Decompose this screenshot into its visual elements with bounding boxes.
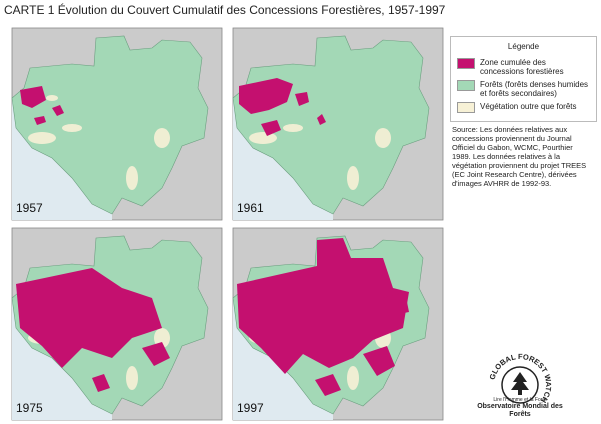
non-forest (249, 132, 277, 144)
concession-zone (363, 346, 395, 376)
panel-year: 1975 (16, 401, 43, 415)
concession-zone (315, 374, 341, 396)
concession-zone (237, 238, 409, 374)
concession-zone (239, 78, 293, 114)
sea (12, 28, 112, 220)
panel-year: 1957 (16, 201, 43, 215)
logo-tagline: Lire l'Homme et la Forêt (493, 397, 547, 403)
non-forest (347, 166, 359, 190)
sea (12, 228, 112, 420)
concession-zone (34, 116, 46, 125)
non-forest (154, 328, 170, 348)
non-forest (154, 128, 170, 148)
concession-zone (383, 292, 409, 316)
non-forest (62, 124, 82, 132)
concession-zone (317, 114, 326, 125)
panel-year: 1961 (237, 201, 264, 215)
logo-name: Observatoire Mondial des Forêts (477, 403, 563, 419)
map-panel: 1957 (11, 27, 223, 221)
non-forest (347, 366, 359, 390)
gabon-forest (11, 35, 209, 215)
legend-label: Zone cumulée des concessions forestières (480, 57, 564, 77)
source: Source: Les données relatives aux conces… (452, 125, 587, 188)
panel-year: 1997 (237, 401, 264, 415)
non-forest (283, 124, 303, 132)
concession-zone (295, 92, 309, 106)
map-panel: 1961 (232, 27, 444, 221)
legend-item: Forêts (forêts denses humides et forêts … (457, 79, 592, 99)
non-forest (46, 95, 58, 101)
sea (233, 28, 333, 220)
legend-item: Zone cumulée des concessions forestières (457, 57, 592, 77)
concession-zone (261, 120, 281, 136)
map-panel: 1975 (11, 227, 223, 421)
concession-zone (20, 86, 46, 108)
legend-title: Légende (507, 42, 540, 51)
legend-label: Végétation outre que forêts (480, 101, 577, 111)
sea (233, 228, 333, 420)
concession-zone (142, 342, 170, 366)
title: CARTE 1 Évolution du Couvert Cumulatif d… (4, 2, 446, 17)
non-forest (28, 132, 56, 144)
map-panel: 1997 (232, 227, 444, 421)
non-forest (375, 128, 391, 148)
non-forest (126, 166, 138, 190)
legend-item: Végétation outre que forêts (457, 101, 592, 113)
logo-tree (511, 372, 529, 395)
legend-label: Forêts (forêts denses humides et forêts … (480, 79, 589, 99)
concession-zone (52, 105, 64, 116)
concession-zone (16, 268, 162, 368)
concession-zone (92, 374, 110, 392)
legend: Légende Zone cumulée des concessions for… (450, 36, 597, 122)
non-forest (126, 366, 138, 390)
